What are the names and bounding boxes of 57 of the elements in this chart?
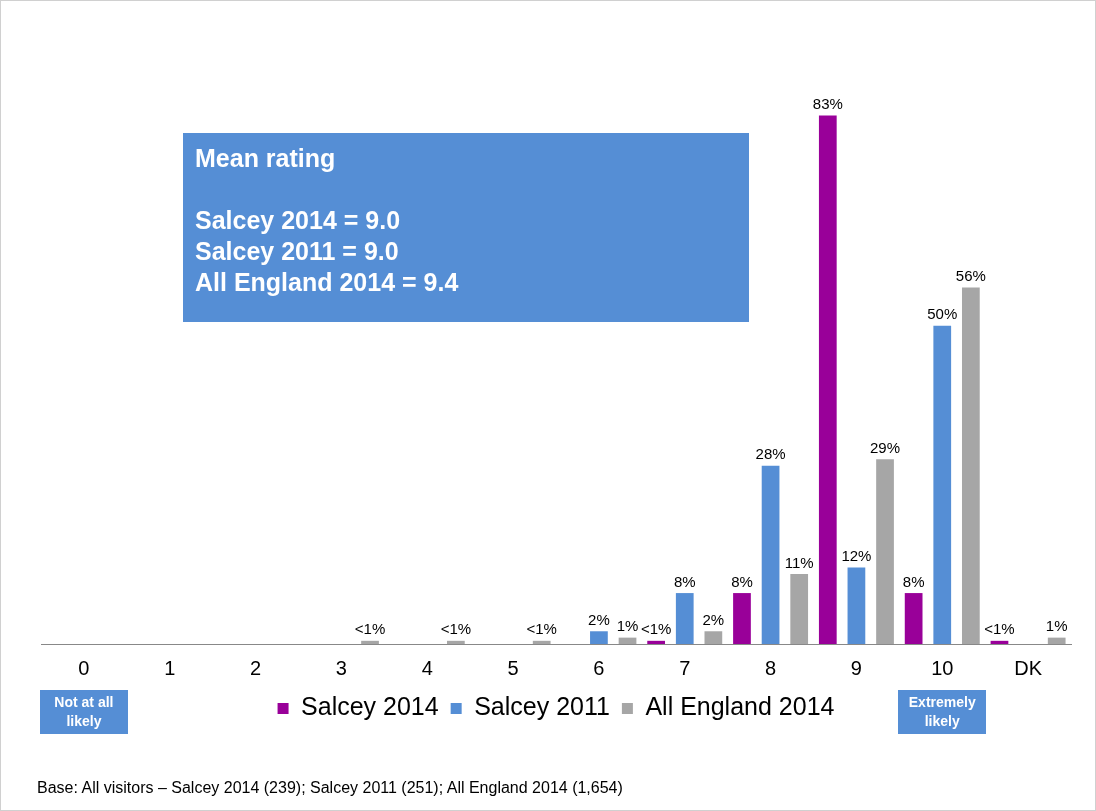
bar: [847, 567, 866, 644]
bar: [590, 631, 608, 644]
bar: [790, 573, 809, 644]
data-label: 50%: [927, 305, 958, 323]
data-label: 83%: [812, 95, 843, 113]
data-label: 29%: [870, 439, 901, 457]
text: Extremely likely: [898, 690, 987, 734]
x-tick-label: 3: [335, 656, 347, 679]
x-tick-label: 8: [765, 656, 777, 679]
data-label: 2%: [702, 610, 725, 628]
text-box: Mean rating Salcey 2014 = 9.0 Salcey 2011 = 9.0 All England 2014 = 9.4: [183, 133, 749, 322]
text: Not at all likely: [39, 690, 128, 734]
x-tick-label: 5: [507, 656, 519, 679]
data-label: 11%: [784, 553, 814, 571]
bar: [904, 593, 923, 644]
bar: [675, 593, 694, 644]
data-label: <1%: [440, 620, 472, 638]
data-label: 28%: [755, 445, 786, 463]
bar: [876, 459, 894, 644]
x-tick-label: 7: [679, 656, 691, 679]
bar: [1047, 637, 1066, 644]
bar: [361, 640, 379, 644]
data-label: 2%: [588, 610, 610, 628]
bar: [446, 640, 465, 644]
data-label: 8%: [731, 572, 753, 590]
x-tick-label: 1: [164, 656, 176, 679]
x-tick-label: 0: [78, 656, 90, 679]
bar: [933, 325, 952, 644]
x-tick-label: 4: [421, 656, 433, 679]
bar: [532, 640, 551, 644]
bar: [733, 593, 751, 644]
x-tick-label: 2: [250, 656, 262, 679]
bar: [961, 287, 980, 644]
data-label: 1%: [1045, 617, 1068, 635]
x-tick-label: 10: [931, 656, 954, 679]
text: Base: All visitors – Salcey 2014 (239); Salcey 2011 (251); All England 2014 (1,654): [37, 779, 623, 797]
legend-label: Salcey 2011: [474, 692, 610, 721]
bar: [618, 637, 637, 644]
data-label: 12%: [841, 547, 872, 565]
legend-label: Salcey 2014: [301, 692, 439, 721]
data-label: <1%: [526, 620, 557, 638]
x-tick-label: 6: [593, 656, 605, 679]
data-label: <1%: [640, 620, 672, 638]
data-label: <1%: [984, 620, 1015, 638]
bar: [647, 640, 666, 644]
data-label: <1%: [354, 620, 386, 638]
x-tick-label: 9: [850, 656, 862, 679]
data-label: 56%: [955, 267, 986, 285]
data-label: 1%: [616, 617, 639, 635]
data-label: 8%: [673, 572, 696, 590]
bar: [761, 465, 780, 644]
data-label: 8%: [902, 572, 925, 590]
bar: [990, 640, 1009, 644]
x-tick-label: DK: [1014, 656, 1043, 679]
legend-label: All England 2014: [645, 692, 835, 721]
bar: [818, 115, 837, 644]
bar: [704, 631, 723, 644]
